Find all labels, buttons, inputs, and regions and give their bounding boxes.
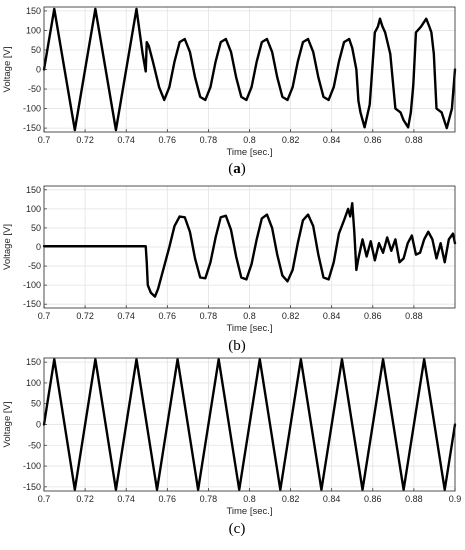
x-tick-label: 0.88 — [405, 135, 423, 145]
x-axis-label: Time [sec.] — [226, 506, 272, 517]
axes-frame — [43, 357, 456, 492]
y-tick-label: -100 — [23, 104, 41, 114]
x-tick-label: 0.84 — [323, 135, 341, 145]
y-tick-label: 100 — [26, 25, 41, 35]
y-tick-label: 50 — [31, 223, 41, 233]
x-tick-label: 0.76 — [159, 494, 177, 504]
y-tick-label: 150 — [26, 6, 41, 16]
y-tick-label: 100 — [26, 204, 41, 214]
x-tick-label: 0.86 — [364, 494, 382, 504]
x-tick-label: 0.78 — [200, 494, 218, 504]
chart-panel-a: 150 100 50 0 -50 -100 -150 0.7 0.72 0.74 0.76 0.78 0… — [2, 6, 457, 177]
y-tick-label: -150 — [23, 482, 41, 492]
chart-panel-b: 150 100 50 0 -50 -100 -150 0.7 0.72 0.74 0.76 0.78 0… — [2, 185, 457, 354]
x-tick-label: 0.76 — [159, 311, 177, 321]
panel-caption: (b) — [228, 338, 246, 354]
x-tick-label: 0.88 — [405, 311, 423, 321]
caption-letter: b — [233, 338, 241, 354]
y-tick-label: 0 — [36, 420, 41, 430]
y-axis-label: Voltage [V] — [2, 402, 13, 448]
y-tick-label: 50 — [31, 45, 41, 55]
y-tick-label: 0 — [36, 242, 41, 252]
x-tick-label: 0.72 — [76, 311, 94, 321]
x-tick-label: 0.7 — [38, 494, 51, 504]
caption-close-paren: ) — [241, 161, 246, 177]
x-tick-label: 0.74 — [117, 135, 135, 145]
caption-open-paren: ( — [228, 161, 233, 177]
x-axis-label: Time [sec.] — [226, 323, 272, 334]
y-tick-label: -50 — [28, 440, 41, 450]
x-tick-label: 0.7 — [38, 311, 51, 321]
panel-caption: (a) — [228, 161, 246, 177]
x-tick-label: 0.78 — [200, 135, 218, 145]
axes-frame — [43, 185, 456, 309]
x-tick-label: 0.88 — [405, 494, 423, 504]
x-tick-label: 0.72 — [76, 494, 94, 504]
y-tick-label: 150 — [26, 357, 41, 367]
axes-frame — [43, 6, 456, 133]
x-tick-label: 0.86 — [364, 311, 382, 321]
y-tick-label: 150 — [26, 185, 41, 195]
caption-letter: c — [234, 521, 241, 537]
chart-panel-c: 150 100 50 0 -50 -100 -150 0.7 0.72 0.74 0.76 0.78 0… — [2, 357, 461, 537]
y-tick-label: 0 — [36, 65, 41, 75]
voltage-series-line — [42, 358, 457, 491]
x-tick-label: 0.8 — [243, 135, 256, 145]
y-tick-label: -50 — [28, 261, 41, 271]
caption-close-paren: ) — [240, 521, 245, 537]
x-tick-label: 0.76 — [159, 135, 177, 145]
x-axis-label: Time [sec.] — [226, 147, 272, 158]
caption-open-paren: ( — [229, 521, 234, 537]
x-tick-label: 0.74 — [117, 311, 135, 321]
voltage-series-line — [42, 7, 457, 132]
x-tick-label: 0.78 — [200, 311, 218, 321]
x-tick-label: 0.84 — [323, 311, 341, 321]
caption-close-paren: ) — [241, 338, 246, 354]
y-axis-label: Voltage [V] — [2, 47, 13, 93]
y-tick-label: -50 — [28, 84, 41, 94]
x-tick-label: 0.72 — [76, 135, 94, 145]
y-tick-label: 50 — [31, 399, 41, 409]
caption-letter: a — [233, 161, 241, 177]
y-tick-label: -100 — [23, 461, 41, 471]
y-axis-label: Voltage [V] — [2, 224, 13, 270]
voltage-series-line — [42, 201, 457, 298]
x-tick-label: 0.74 — [117, 494, 135, 504]
panel-caption: (c) — [229, 521, 246, 537]
x-tick-label: 0.86 — [364, 135, 382, 145]
y-tick-label: -100 — [23, 280, 41, 290]
x-tick-label: 0.7 — [38, 135, 51, 145]
x-tick-label: 0.8 — [243, 494, 256, 504]
x-tick-label: 0.84 — [323, 494, 341, 504]
x-tick-label: 0.82 — [282, 311, 300, 321]
x-tick-label: 0.82 — [282, 135, 300, 145]
caption-open-paren: ( — [228, 338, 233, 354]
y-tick-label: -150 — [23, 299, 41, 309]
x-tick-label: 0.8 — [243, 311, 256, 321]
y-tick-label: 100 — [26, 378, 41, 388]
x-tick-label: 0.82 — [282, 494, 300, 504]
y-tick-label: -150 — [23, 123, 41, 133]
x-tick-label: 0.9 — [449, 494, 462, 504]
